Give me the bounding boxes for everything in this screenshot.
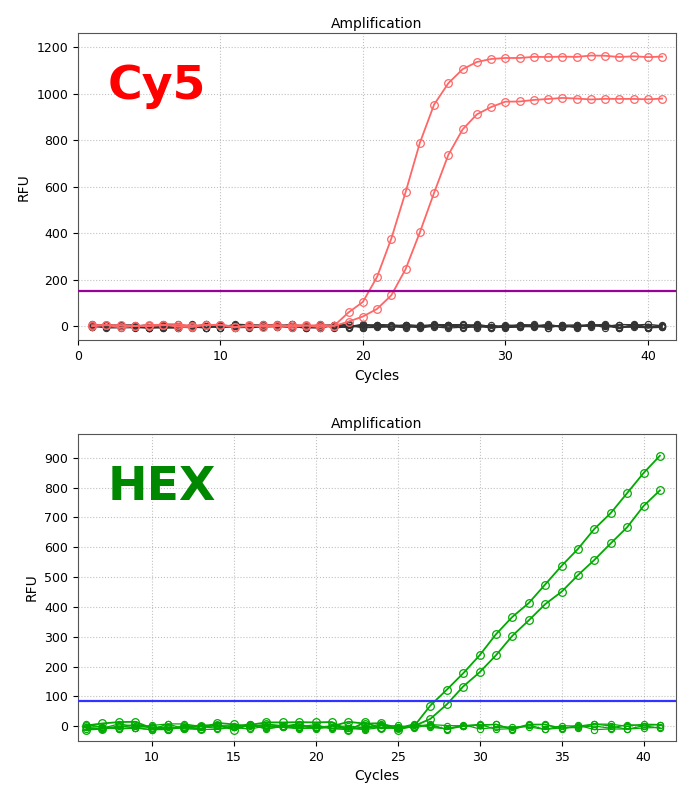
Text: HEX: HEX xyxy=(107,465,216,510)
Title: Amplification: Amplification xyxy=(331,17,423,30)
Title: Amplification: Amplification xyxy=(331,418,423,431)
Y-axis label: RFU: RFU xyxy=(17,173,30,201)
Text: Cy5: Cy5 xyxy=(107,64,206,109)
X-axis label: Cycles: Cycles xyxy=(355,770,400,783)
Y-axis label: RFU: RFU xyxy=(24,574,39,602)
X-axis label: Cycles: Cycles xyxy=(355,369,400,382)
